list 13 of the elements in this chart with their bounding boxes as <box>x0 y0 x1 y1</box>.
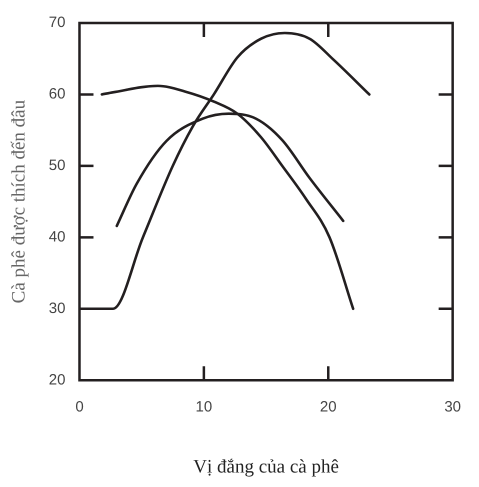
y-tick-label: 30 <box>48 300 66 317</box>
x-tick-label: 10 <box>196 398 212 416</box>
line-series <box>116 112 344 228</box>
x-tick-label: 20 <box>320 398 337 416</box>
x-tick-label: 0 <box>75 398 84 416</box>
y-tick-label: 20 <box>48 371 66 388</box>
y-tick-label: 40 <box>48 228 66 246</box>
y-axis-title: Cà phê được thích đến đâu <box>8 99 30 304</box>
y-tick-label: 70 <box>48 14 66 32</box>
y-tick-label: 60 <box>48 86 66 103</box>
x-axis-title: Vị đắng của cà phê <box>193 456 339 478</box>
y-tick-label: 50 <box>48 157 66 174</box>
x-tick-label: 30 <box>444 398 461 416</box>
